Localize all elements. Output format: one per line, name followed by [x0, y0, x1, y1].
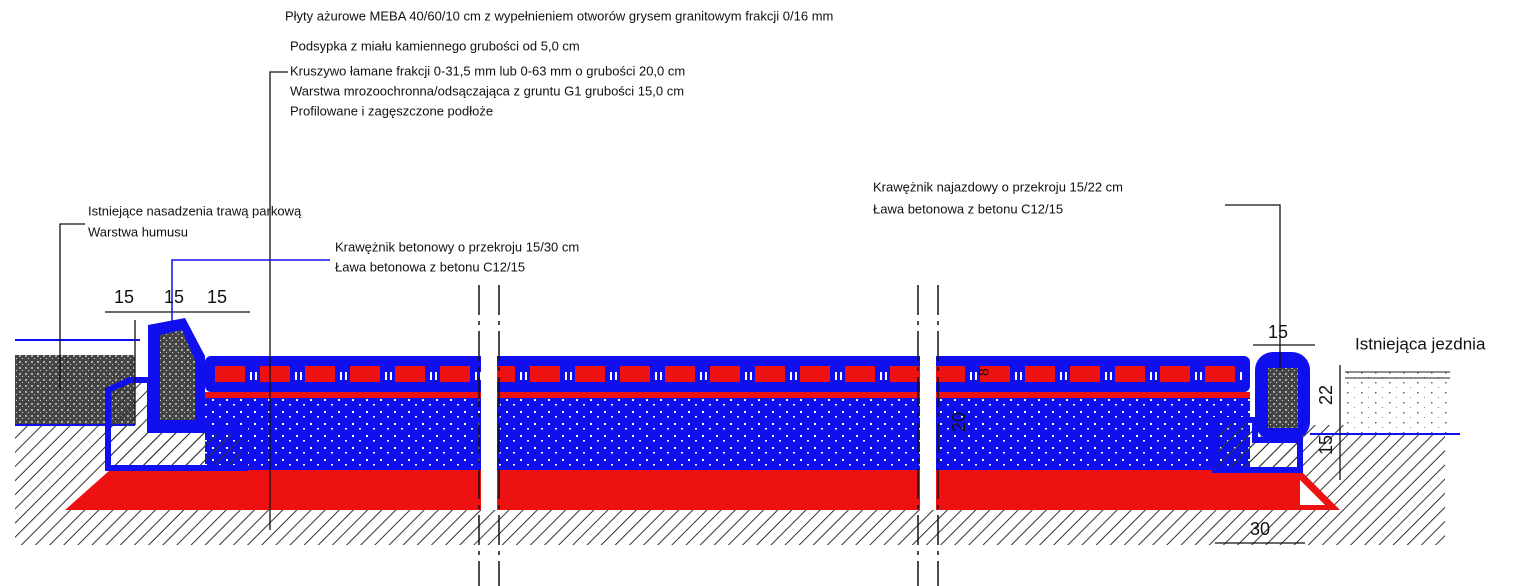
dimension: 30 — [1250, 519, 1270, 539]
bedding — [205, 392, 1250, 398]
layer-label: Płyty ażurowe MEBA 40/60/10 cm z wypełni… — [285, 8, 833, 23]
dimension: 15 — [164, 287, 184, 307]
right-curb-core — [1268, 368, 1298, 428]
break — [481, 350, 497, 510]
label: Ława betonowa z betonu C12/15 — [873, 201, 1063, 216]
layer-label: Profilowane i zagęszczone podłoże — [290, 103, 493, 118]
right-bench — [1212, 417, 1303, 473]
pavers — [215, 366, 1245, 382]
road — [1345, 372, 1447, 434]
aggregate-base — [205, 392, 1250, 470]
dimension: 15 — [1316, 435, 1336, 455]
dimension: 15 — [114, 287, 134, 307]
dimension: 8 — [976, 368, 992, 376]
frost-layer — [65, 470, 1340, 510]
layer-label: Kruszywo łamane frakcji 0-31,5 mm lub 0-… — [290, 63, 685, 78]
dimension: 15 — [207, 287, 227, 307]
leaders — [59, 71, 1341, 544]
dimension: 15 — [1268, 322, 1288, 342]
label: Krawężnik betonowy o przekroju 15/30 cm — [335, 239, 579, 254]
label: Ława betonowa z betonu C12/15 — [335, 259, 525, 274]
layer-label: Warstwa mrozoochronna/odsączająca z grun… — [290, 83, 684, 98]
break-lines — [478, 285, 939, 586]
dimension: 20 — [949, 412, 969, 432]
label: Warstwa humusu — [88, 224, 188, 239]
label: Istniejące nasadzenia trawą parkową — [88, 203, 302, 218]
leader — [171, 259, 330, 325]
left-curb-core — [160, 330, 195, 420]
layer-label: Podsypka z miału kamiennego grubości od … — [290, 38, 580, 53]
label: Krawężnik najazdowy o przekroju 15/22 cm — [873, 179, 1123, 194]
break — [920, 350, 936, 510]
mark — [1300, 480, 1325, 505]
road-label: Istniejąca jezdnia — [1355, 334, 1486, 353]
dimension: 22 — [1316, 385, 1336, 405]
